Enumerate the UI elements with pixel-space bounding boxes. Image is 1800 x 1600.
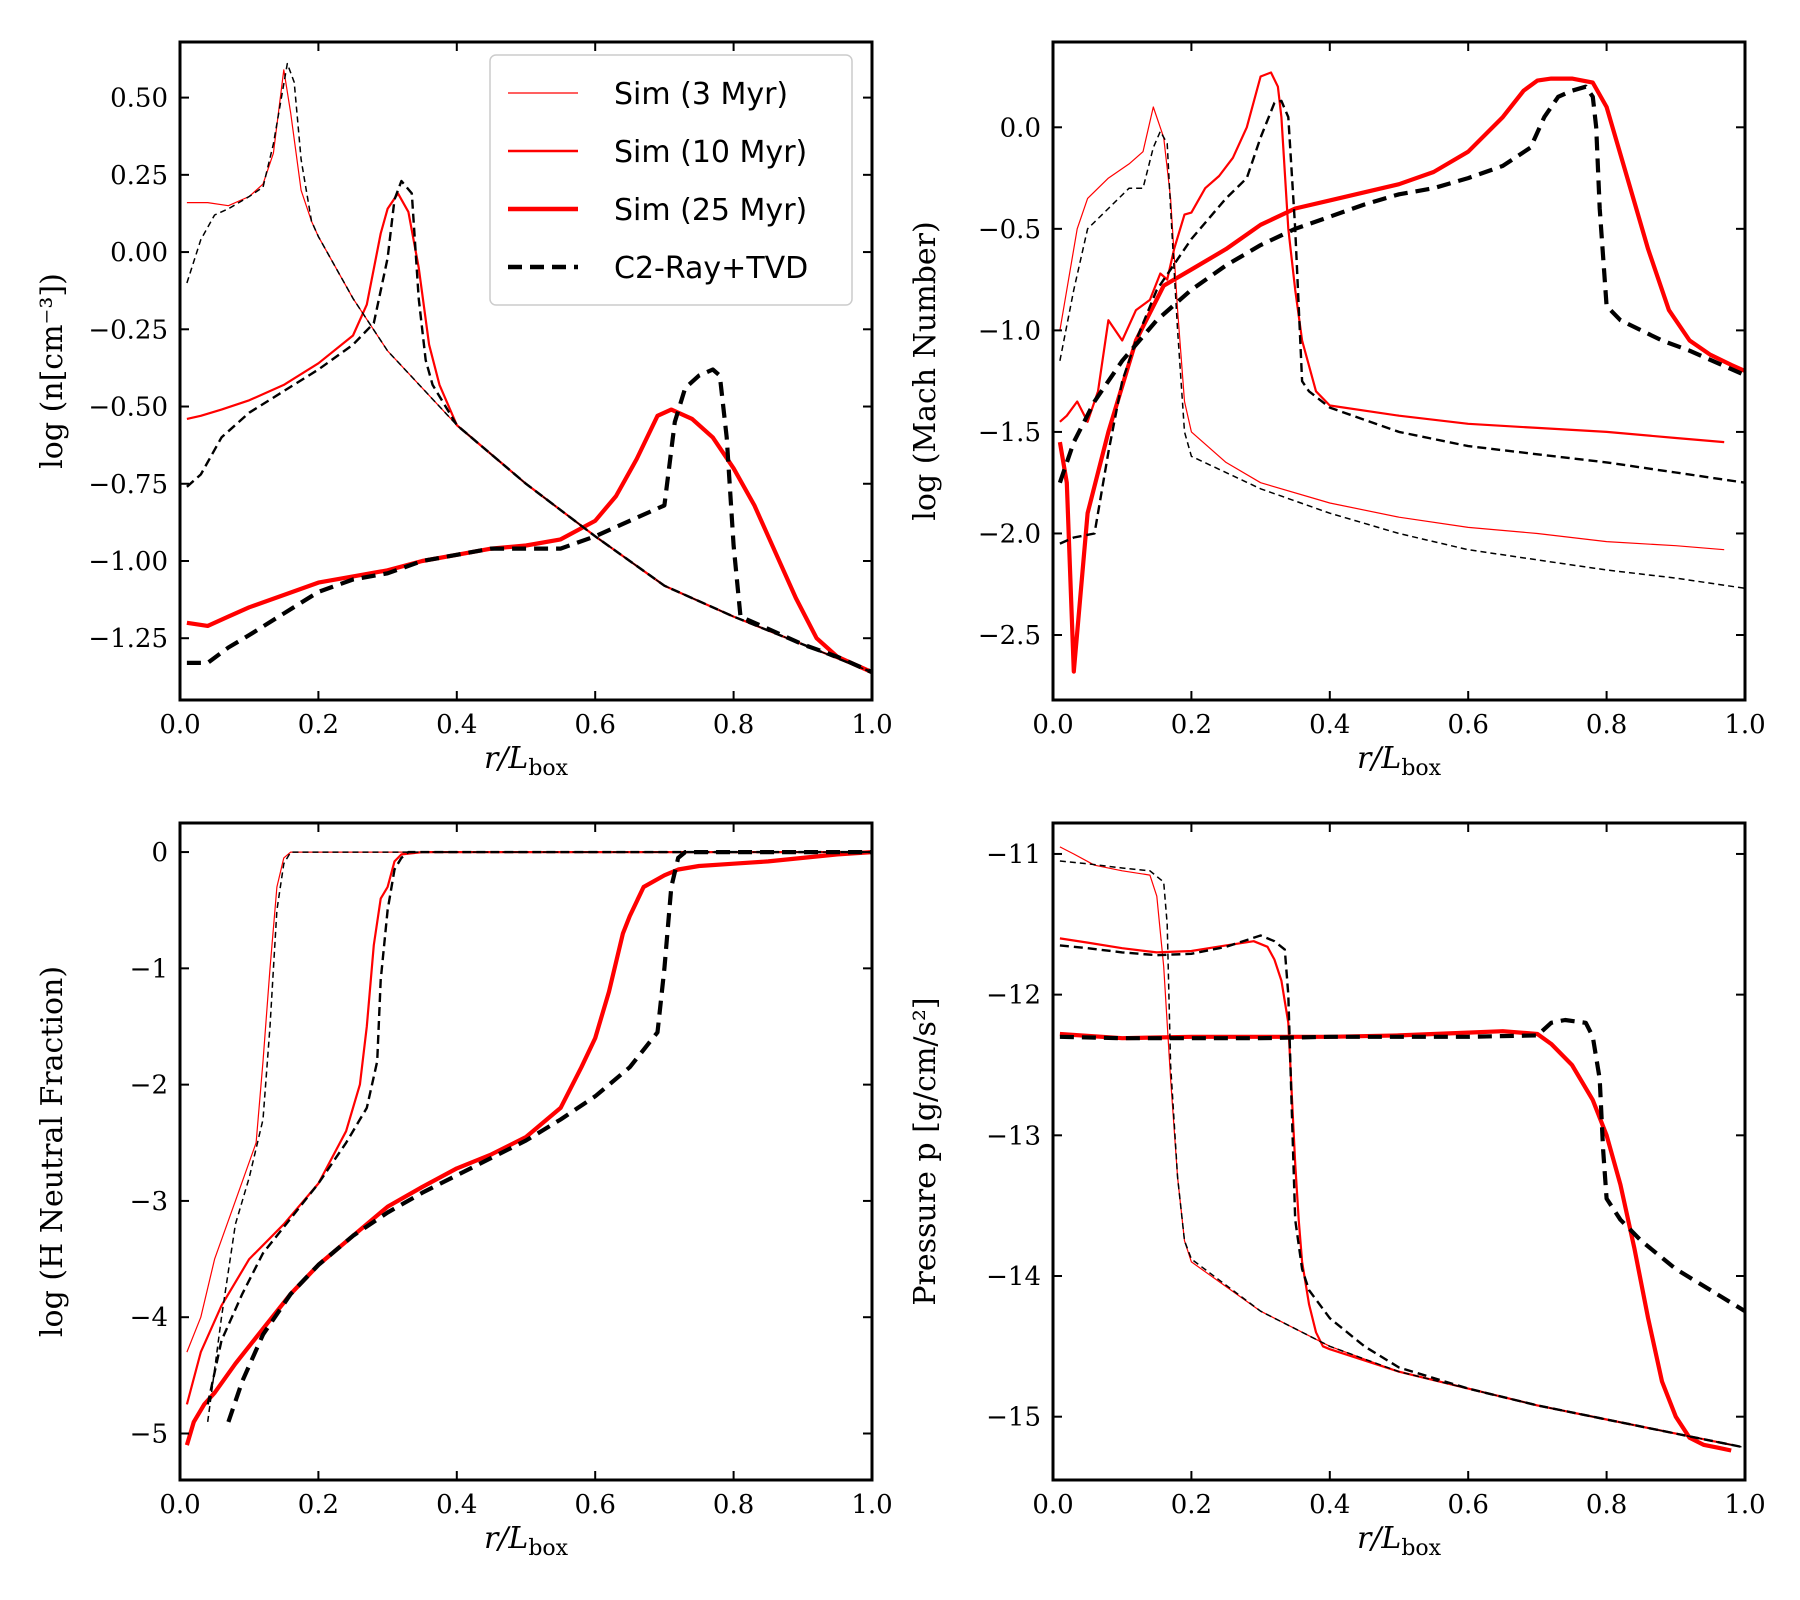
x-tick-label: 0.6	[575, 1490, 616, 1520]
x-tick-label: 1.0	[1724, 710, 1765, 740]
y-tick-label: −1.00	[88, 547, 168, 577]
legend-box	[489, 54, 853, 306]
series-line-sim-3-myr-	[1059, 106, 1725, 551]
panel-top-right: 0.0 0.2 0.4 0.6 0.8 1.0 0.0 −0.5 −1.0 −1.5 −2.0 −2.…	[908, 40, 1766, 781]
y-tick-label: −2.5	[978, 621, 1041, 651]
plot-frame	[178, 40, 874, 702]
panel-bottom-right: 0.0 0.2 0.4 0.6 0.8 1.0 −11 −12 −13 −14 −15 r/Lbox P…	[908, 821, 1766, 1561]
x-tick-label: 0.6	[575, 710, 616, 740]
y-tick-label: 0.00	[110, 238, 168, 268]
series-line-sim-10-myr-	[185, 850, 872, 1405]
x-tick-label: 0.6	[1448, 1490, 1489, 1520]
x-axis-label: r/Lbox	[1357, 741, 1442, 781]
legend: Sim (3 Myr) Sim (10 Myr) Sim (25 Myr) C2-Ra…	[489, 54, 853, 306]
y-tick-label: −1	[130, 954, 168, 984]
series-line-c2-ray-tvd-10-myr	[1059, 99, 1745, 545]
y-tick-label: −5	[130, 1419, 168, 1449]
series-line-c2-ray-tvd-3-myr	[206, 851, 872, 1422]
y-tick-label: −1.5	[978, 418, 1041, 448]
series-line-sim-3-myr-	[186, 851, 872, 1353]
legend-label: Sim (3 Myr)	[614, 77, 788, 112]
y-tick-label: 0.25	[110, 161, 168, 191]
y-tick-label: −11	[986, 840, 1041, 870]
x-tick-label: 0.2	[298, 1490, 339, 1520]
y-tick-label: −0.50	[88, 393, 168, 423]
series-line-sim-25-myr-	[1059, 1029, 1732, 1453]
legend-label: Sim (10 Myr)	[614, 135, 807, 170]
series-group	[186, 62, 872, 675]
series-line-sim-3-myr-	[1059, 846, 1732, 1446]
series-group	[184, 849, 872, 1446]
y-tick-label: −4	[130, 1303, 168, 1333]
x-tick-label: 0.2	[1171, 710, 1212, 740]
panel-top-left: 0.0 0.2 0.4 0.6 0.8 1.0 0.50 0.25 0.00 −0.25 −0.50…	[35, 40, 893, 781]
legend-label: C2-Ray+TVD	[614, 251, 808, 286]
x-tick-label: 0.4	[436, 710, 477, 740]
x-tick-label: 0.0	[1032, 1490, 1073, 1520]
series-line-sim-10-myr-	[1059, 71, 1725, 444]
x-tick-label: 0.4	[1309, 1490, 1350, 1520]
x-tick-label: 0.8	[713, 1490, 754, 1520]
x-tick-label: 0.0	[159, 1490, 200, 1520]
x-tick-label: 0.8	[1586, 710, 1627, 740]
series-line-c2-ray-tvd-25-myr	[1057, 84, 1745, 484]
y-tick-label: −3	[130, 1187, 168, 1217]
series-line-c2-ray-tvd-25-myr	[186, 367, 872, 675]
x-tick-label: 0.4	[436, 1490, 477, 1520]
y-axis-label: log (H Neutral Fraction)	[35, 966, 70, 1337]
y-tick-label: −0.5	[978, 215, 1041, 245]
legend-label: Sim (25 Myr)	[614, 193, 807, 228]
y-axis-label: Pressure p [g/cm/s²]	[908, 997, 943, 1305]
y-axis-label: log (Mach Number)	[908, 221, 943, 520]
x-tick-label: 1.0	[1724, 1490, 1765, 1520]
series-line-c2-ray-tvd-25-myr	[1059, 1017, 1745, 1313]
y-tick-label: −13	[986, 1121, 1041, 1151]
series-line-sim-10-myr-	[1059, 937, 1732, 1446]
y-tick-label: −15	[986, 1403, 1041, 1433]
series-group	[1057, 71, 1745, 674]
series-line-c2-ray-tvd-10-myr	[206, 850, 872, 1405]
y-tick-label: −1.25	[88, 624, 168, 654]
plot-frame	[1051, 821, 1747, 1482]
y-tick-label: −1.0	[978, 316, 1041, 346]
x-axis-label: r/Lbox	[1357, 1521, 1442, 1561]
series-line-c2-ray-tvd-25-myr	[226, 849, 872, 1423]
series-line-sim-25-myr-	[1057, 76, 1745, 674]
y-axis-label: log (n[cm⁻³])	[35, 273, 70, 469]
series-line-c2-ray-tvd-10-myr	[1059, 934, 1745, 1449]
y-tick-label: −0.25	[88, 315, 168, 345]
x-tick-label: 0.2	[1171, 1490, 1212, 1520]
x-tick-label: 0.0	[159, 710, 200, 740]
series-line-c2-ray-tvd-3-myr	[1059, 860, 1745, 1449]
y-tick-label: −2.0	[978, 519, 1041, 549]
x-tick-label: 0.6	[1448, 710, 1489, 740]
plot-frame	[178, 821, 874, 1482]
x-axis-label: r/Lbox	[484, 741, 569, 781]
y-tick-label: 0.0	[1000, 113, 1041, 143]
x-tick-label: 0.8	[1586, 1490, 1627, 1520]
series-line-sim-25-myr-	[184, 850, 872, 1446]
x-tick-label: 0.8	[713, 710, 754, 740]
series-group	[1059, 846, 1745, 1453]
x-tick-label: 1.0	[851, 1490, 892, 1520]
x-tick-label: 0.4	[1309, 710, 1350, 740]
plot-frame	[1051, 40, 1747, 702]
y-tick-label: 0.50	[110, 84, 168, 114]
y-tick-label: −14	[986, 1262, 1041, 1292]
panel-bottom-left: 0.0 0.2 0.4 0.6 0.8 1.0 0 −1 −2 −3 −4 −5 r/Lbox log (…	[35, 821, 893, 1561]
y-tick-label: −12	[986, 981, 1041, 1011]
y-tick-label: −0.75	[88, 470, 168, 500]
x-tick-label: 1.0	[851, 710, 892, 740]
series-line-sim-25-myr-	[186, 407, 872, 675]
x-axis-label: r/Lbox	[484, 1521, 569, 1561]
y-tick-label: −2	[130, 1071, 168, 1101]
y-tick-label: 0	[151, 838, 168, 868]
series-line-c2-ray-tvd-10-myr	[186, 179, 872, 674]
x-tick-label: 0.0	[1032, 710, 1073, 740]
series-line-c2-ray-tvd-3-myr	[1059, 130, 1745, 590]
x-tick-label: 0.2	[298, 710, 339, 740]
